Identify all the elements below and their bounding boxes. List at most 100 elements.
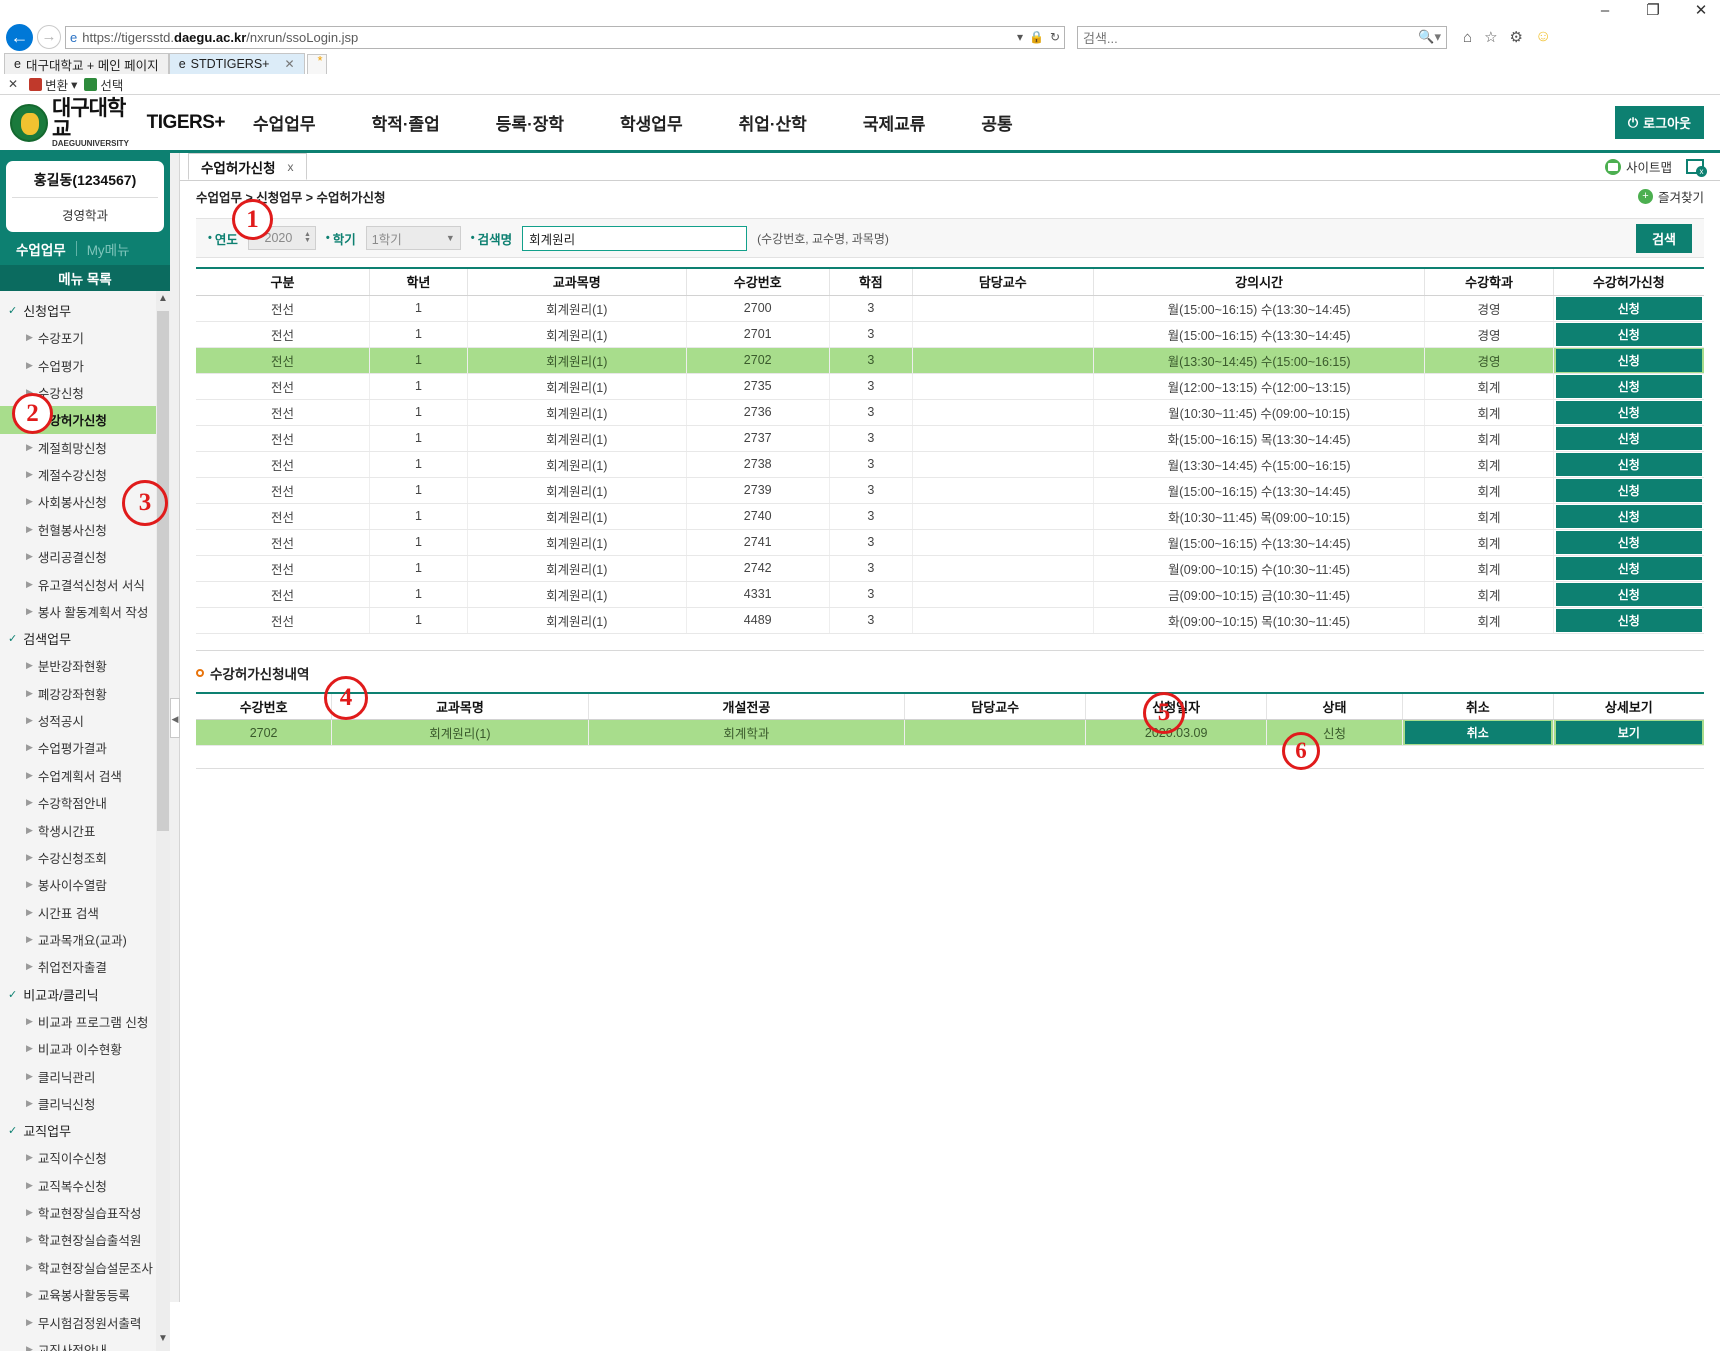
- sidebar-group-2[interactable]: ✓ 비교과/클리닉: [0, 981, 170, 1008]
- new-tab-button[interactable]: [306, 53, 327, 74]
- back-arrow-icon[interactable]: ←: [6, 23, 33, 51]
- logout-button[interactable]: ⏻ 로그아웃: [1614, 106, 1704, 139]
- content-tab-수업허가신청[interactable]: 수업허가신청 x: [188, 153, 307, 180]
- apply-button[interactable]: 신청: [1555, 452, 1702, 476]
- table-row[interactable]: 전선 1 회계원리(1) 2742 3 월(09:00~10:15) 수(10:30~11…: [196, 555, 1704, 582]
- nav-item-6[interactable]: 공통: [981, 115, 1013, 134]
- site-logo[interactable]: 대구대학교 DAEGUUNIVERSITY TIGERS+: [10, 98, 226, 148]
- table-row[interactable]: 전선 1 회계원리(1) 2702 3 월(13:30~14:45) 수(15:00~16…: [196, 347, 1704, 374]
- sidebar-item-계절희망신청[interactable]: ▶ 계절희망신청: [0, 434, 170, 461]
- table-row[interactable]: 전선 1 회계원리(1) 2700 3 월(15:00~16:15) 수(13:30~14…: [196, 295, 1704, 322]
- apply-button[interactable]: 신청: [1555, 582, 1702, 606]
- nav-item-4[interactable]: 취업·산학: [738, 115, 807, 134]
- keyword-input[interactable]: 회계원리: [522, 225, 748, 251]
- sidebar-item-유고결석신청서 서식[interactable]: ▶ 유고결석신청서 서식: [0, 570, 170, 597]
- nav-item-5[interactable]: 국제교류: [862, 115, 926, 134]
- pdf-select-button[interactable]: 선택: [84, 75, 123, 94]
- search-icon[interactable]: 🔍▾: [1418, 29, 1441, 44]
- table-row[interactable]: 전선 1 회계원리(1) 2736 3 월(10:30~11:45) 수(09:00~10…: [196, 399, 1704, 426]
- sidebar-item-비교과 프로그램 신청[interactable]: ▶ 비교과 프로그램 신청: [0, 1008, 170, 1035]
- apply-button[interactable]: 신청: [1555, 426, 1702, 450]
- nav-item-1[interactable]: 학적·졸업: [371, 115, 440, 134]
- sidebar-item-수강학점안내[interactable]: ▶ 수강학점안내: [0, 789, 170, 816]
- spinner-arrows-icon[interactable]: ▲ ▼: [303, 231, 311, 244]
- home-icon[interactable]: ⌂: [1463, 28, 1473, 46]
- sidebar-tab-active[interactable]: 수업업무: [16, 242, 66, 258]
- apply-button[interactable]: 신청: [1555, 348, 1702, 372]
- sidebar-group-1[interactable]: ✓ 검색업무: [0, 625, 170, 652]
- sidebar-item-수강신청[interactable]: ▶ 수강신청: [0, 379, 170, 406]
- sidebar-item-비교과 이수현황[interactable]: ▶ 비교과 이수현황: [0, 1035, 170, 1062]
- sidebar-item-계절수강신청[interactable]: ▶ 계절수강신청: [0, 461, 170, 488]
- browser-tab-2[interactable]: e STDTIGERS+ ✕: [168, 53, 305, 74]
- sidebar-item-봉사이수열람[interactable]: ▶ 봉사이수열람: [0, 871, 170, 898]
- table-row[interactable]: 전선 1 회계원리(1) 2735 3 월(12:00~13:15) 수(12:00~13…: [196, 373, 1704, 400]
- refresh-icon[interactable]: ↻: [1049, 30, 1060, 44]
- sidebar-item-폐강강좌현황[interactable]: ▶ 폐강강좌현황: [0, 680, 170, 707]
- chevron-down-icon[interactable]: ▾: [71, 77, 78, 92]
- view-detail-button[interactable]: 보기: [1555, 721, 1702, 744]
- search-button[interactable]: 검색: [1636, 223, 1692, 253]
- table-row[interactable]: 2702 회계원리(1) 회계학과 2020.03.09 신청 취소 보기: [196, 719, 1704, 746]
- nav-item-0[interactable]: 수업업무: [253, 115, 316, 134]
- apply-button[interactable]: 신청: [1555, 530, 1702, 554]
- apply-button[interactable]: 신청: [1555, 374, 1702, 398]
- dropdown-caret-icon[interactable]: ▾: [1016, 30, 1023, 44]
- sidebar-scrollbar[interactable]: ▲ ▼: [156, 291, 170, 1351]
- add-favorite-button[interactable]: + 즐겨찾기: [1637, 187, 1704, 206]
- sidebar-item-교직이수신청[interactable]: ▶ 교직이수신청: [0, 1144, 170, 1171]
- table-row[interactable]: 전선 1 회계원리(1) 2737 3 화(15:00~16:15) 목(13:30~14…: [196, 425, 1704, 452]
- sitemap-button[interactable]: 사이트맵: [1604, 157, 1672, 176]
- content-tab-close-icon[interactable]: x: [287, 159, 294, 174]
- sidebar-group-0[interactable]: ✓ 신청업무: [0, 297, 170, 324]
- sidebar-item-취업전자출결[interactable]: ▶ 취업전자출결: [0, 953, 170, 980]
- cancel-button[interactable]: 취소: [1404, 721, 1551, 744]
- sidebar-group-3[interactable]: ✓ 교직업무: [0, 1117, 170, 1144]
- nav-item-2[interactable]: 등록·장학: [495, 115, 565, 134]
- sidebar-item-분반강좌현황[interactable]: ▶ 분반강좌현황: [0, 652, 170, 679]
- feedback-smiley-icon[interactable]: ☺: [1534, 28, 1552, 45]
- sidebar-item-교과목개요(교과)[interactable]: ▶ 교과목개요(교과): [0, 926, 170, 953]
- chevron-down-icon[interactable]: ▼: [445, 233, 455, 243]
- browser-tab-1[interactable]: e 대구대학교 + 메인 페이지: [4, 53, 169, 74]
- nav-item-3[interactable]: 학생업무: [620, 115, 683, 134]
- favorites-star-icon[interactable]: ☆: [1484, 29, 1498, 46]
- sidebar-item-무시험검정원서출력[interactable]: ▶ 무시험검정원서출력: [0, 1308, 170, 1335]
- splitter-collapse-handle[interactable]: ◀: [170, 698, 180, 738]
- tab-close-icon[interactable]: ✕: [284, 57, 295, 71]
- sidebar-item-시간표 검색[interactable]: ▶ 시간표 검색: [0, 899, 170, 926]
- table-row[interactable]: 전선 1 회계원리(1) 2740 3 화(10:30~11:45) 목(09:00~10…: [196, 503, 1704, 530]
- pdf-convert-button[interactable]: 변환 ▾: [29, 75, 77, 94]
- apply-button[interactable]: 신청: [1555, 504, 1702, 528]
- table-row[interactable]: 전선 1 회계원리(1) 4331 3 금(09:00~10:15) 금(10:30~11…: [196, 581, 1704, 608]
- browser-search-box[interactable]: 검색... 🔍▾: [1077, 25, 1447, 49]
- sidebar-item-사회봉사신청[interactable]: ▶ 사회봉사신청: [0, 488, 170, 515]
- sidebar-splitter[interactable]: ◀: [170, 153, 180, 1302]
- sidebar-item-수업계획서 검색[interactable]: ▶ 수업계획서 검색: [0, 762, 170, 789]
- close-button[interactable]: ✕: [1694, 2, 1708, 19]
- apply-button[interactable]: 신청: [1555, 296, 1702, 320]
- forward-arrow-icon[interactable]: →: [37, 25, 61, 49]
- sidebar-item-학생시간표[interactable]: ▶ 학생시간표: [0, 816, 170, 843]
- sidebar-item-교직사정안내[interactable]: ▶ 교직사정안내: [0, 1336, 170, 1351]
- table-row[interactable]: 전선 1 회계원리(1) 2738 3 월(13:30~14:45) 수(15:00~16…: [196, 451, 1704, 478]
- sidebar-tab-mymenu[interactable]: My메뉴: [86, 242, 130, 258]
- semester-select[interactable]: 1학기 ▼: [365, 226, 461, 250]
- settings-gear-icon[interactable]: ⚙: [1509, 29, 1523, 46]
- sidebar-item-클리닉신청[interactable]: ▶ 클리닉신청: [0, 1090, 170, 1117]
- scroll-up-arrow-icon[interactable]: ▲: [158, 293, 168, 304]
- table-row[interactable]: 전선 1 회계원리(1) 2739 3 월(15:00~16:15) 수(13:30~14…: [196, 477, 1704, 504]
- address-bar[interactable]: e https://tigersstd.daegu.ac.kr/nxrun/ss…: [65, 25, 1065, 49]
- apply-button[interactable]: 신청: [1555, 400, 1702, 424]
- apply-button[interactable]: 신청: [1555, 322, 1702, 346]
- maximize-button[interactable]: ❐: [1646, 2, 1660, 19]
- apply-button[interactable]: 신청: [1555, 478, 1702, 502]
- sidebar-item-교직복수신청[interactable]: ▶ 교직복수신청: [0, 1172, 170, 1199]
- sidebar-item-수업평가결과[interactable]: ▶ 수업평가결과: [0, 734, 170, 761]
- sidebar-item-성적공시[interactable]: ▶ 성적공시: [0, 707, 170, 734]
- apply-button[interactable]: 신청: [1555, 608, 1702, 632]
- sidebar-item-학교현장실습표작성[interactable]: ▶ 학교현장실습표작성: [0, 1199, 170, 1226]
- sidebar-item-교육봉사활동등록[interactable]: ▶ 교육봉사활동등록: [0, 1281, 170, 1308]
- sidebar-item-봉사 활동계획서 작성[interactable]: ▶ 봉사 활동계획서 작성: [0, 598, 170, 625]
- scrollbar-thumb[interactable]: [157, 311, 169, 831]
